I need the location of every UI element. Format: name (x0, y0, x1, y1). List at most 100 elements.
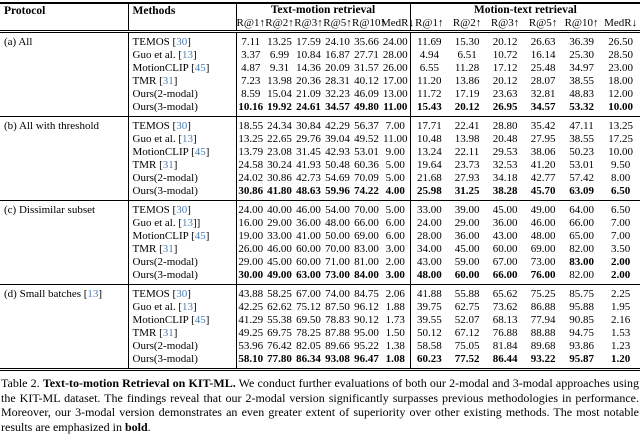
metric-value: 50.12 (416, 327, 442, 339)
metric-value: 20.09 (325, 62, 350, 74)
metric-value: 31.25 (448, 185, 487, 201)
table-row: MotionCLIP [45] 41.29 55.38 69.50 78.83 90.12… (0, 314, 640, 327)
metric-value: 49.25 (238, 327, 264, 339)
metric-value: 4.00 (381, 185, 411, 201)
metric-value: 45.00 (492, 204, 518, 216)
table-row: Ours(3-modal) 10.16 19.92 24.61 34.57 49.80 11… (0, 101, 640, 117)
metric-value: 50.48 (325, 159, 350, 171)
metric-value: 82.00 (569, 243, 594, 255)
metric-value: 23.73 (454, 159, 480, 171)
citation-link[interactable]: 30 (176, 204, 188, 216)
table-row: Ours(2-modal) 24.02 30.86 42.73 54.69 70.09 5.… (0, 172, 640, 185)
metric-value: 13.98 (454, 133, 480, 145)
citation-link[interactable]: 31 (162, 327, 174, 339)
metric-value: 38.55 (569, 133, 594, 145)
metric-value: 48.63 (294, 185, 323, 201)
citation-link[interactable]: 13 (181, 133, 193, 145)
header-row-metrics: R@1↑ R@2↑ R@3↑ R@5↑ R@10↑ MedR↓ R@1↑ R@2↑ R@3↑ R@… (0, 17, 640, 33)
metric-value: 29.76 (296, 133, 321, 145)
citation-link[interactable]: 31 (162, 243, 174, 255)
metric-value: 24.10 (325, 36, 350, 48)
citation-link[interactable]: 45 (194, 230, 206, 242)
metric-value: 14.36 (296, 62, 321, 74)
metric-value: 12.00 (608, 88, 633, 100)
metric-value: 41.93 (296, 159, 321, 171)
protocol-label-bracket: ] (98, 288, 103, 300)
citation-link[interactable]: 30 (176, 120, 188, 132)
method-name-text: TMR [ (132, 243, 163, 255)
protocol-label (0, 243, 129, 256)
citation-link[interactable]: 45 (194, 62, 206, 74)
metric-value: 82.05 (296, 340, 321, 352)
citation-link[interactable]: 30 (176, 36, 188, 48)
metric-value: 1.73 (381, 314, 411, 327)
metric-value: 2.00 (601, 269, 640, 285)
metric-value: 26.50 (608, 36, 633, 48)
method-name-text: Ours(2-modal) (132, 256, 198, 268)
method-name-text: Guo et al. [ (132, 133, 182, 145)
metric-value: 17.71 (416, 120, 442, 132)
citation-link[interactable]: 45 (194, 146, 206, 158)
metric-value: 23.08 (267, 146, 292, 158)
metric-value: 8.00 (610, 172, 631, 184)
method-name: Guo et al. [13]] (128, 217, 237, 230)
metric-value: 41.80 (265, 185, 294, 201)
metric-value: 28.31 (325, 75, 350, 87)
metric-value: 34.97 (569, 62, 594, 74)
header-protocol: Protocol (0, 3, 129, 33)
citation-link[interactable]: 31 (162, 75, 174, 87)
citation-link[interactable]: 13 (181, 49, 193, 61)
caption-label: Table 2. (1, 376, 40, 390)
metric-value: 20.36 (296, 75, 321, 87)
metric-header: R@2↑ (448, 17, 487, 33)
method-name: Ours(3-modal) (128, 269, 237, 285)
metric-value: 85.75 (569, 288, 594, 300)
protocol-label (0, 159, 129, 172)
metric-value: 6.55 (419, 62, 439, 74)
metric-value: 70.09 (354, 172, 379, 184)
metric-value: 16.00 (238, 217, 264, 229)
metric-value: 1.53 (610, 327, 631, 339)
citation-link[interactable]: 30 (176, 288, 188, 300)
metric-value: 87.88 (325, 327, 350, 339)
method-name-bracket: ] (187, 120, 191, 132)
metric-value: 62.62 (267, 301, 292, 313)
metric-value: 73.00 (530, 256, 556, 268)
metric-header: R@3↑ (294, 17, 323, 33)
method-name-text: MotionCLIP [ (132, 62, 195, 74)
metric-value: 60.23 (410, 353, 449, 371)
method-name: TMR [31] (128, 159, 237, 172)
metric-value: 95.88 (569, 301, 594, 313)
protocol-label (0, 146, 129, 159)
metric-header: R@3↑ (486, 17, 525, 33)
citation-link[interactable]: 45 (194, 314, 206, 326)
metric-header: R@2↑ (265, 17, 294, 33)
metric-value: 1.20 (601, 353, 640, 371)
metric-value: 38.55 (569, 75, 594, 87)
citation-link[interactable]: 31 (162, 159, 174, 171)
citation-link[interactable]: 13 (181, 301, 193, 313)
metric-value: 36.39 (569, 36, 594, 48)
method-name-bracket: ] (173, 159, 178, 171)
metric-value: 96.12 (354, 301, 379, 313)
metric-value: 46.00 (530, 217, 556, 229)
metric-value: 7.11 (241, 36, 261, 48)
table-row: (a) All TEMOS [30] 7.11 13.25 17.59 24.10 35.6… (0, 31, 640, 49)
metric-value: 58.25 (267, 288, 292, 300)
citation-link[interactable]: 13 (87, 288, 99, 300)
method-name: MotionCLIP [45] (128, 146, 237, 159)
metric-value: 63.09 (562, 185, 602, 201)
metric-header: R@10↑ (562, 17, 602, 33)
metric-value: 6.50 (610, 204, 631, 216)
method-name-bracket: ] (205, 62, 210, 74)
metric-value: 77.52 (448, 353, 487, 371)
table-row: Guo et al. [13] 13.25 22.65 29.76 39.04 49.52… (0, 133, 640, 146)
metric-value: 48.00 (530, 230, 556, 242)
metric-value: 17.19 (454, 88, 480, 100)
metric-value: 28.00 (416, 230, 442, 242)
citation-link[interactable]: 13 (181, 217, 193, 229)
metric-value: 33.00 (416, 204, 442, 216)
metric-value: 78.83 (325, 314, 350, 326)
metric-value: 25.30 (569, 49, 594, 61)
metric-value: 7.23 (241, 75, 261, 87)
